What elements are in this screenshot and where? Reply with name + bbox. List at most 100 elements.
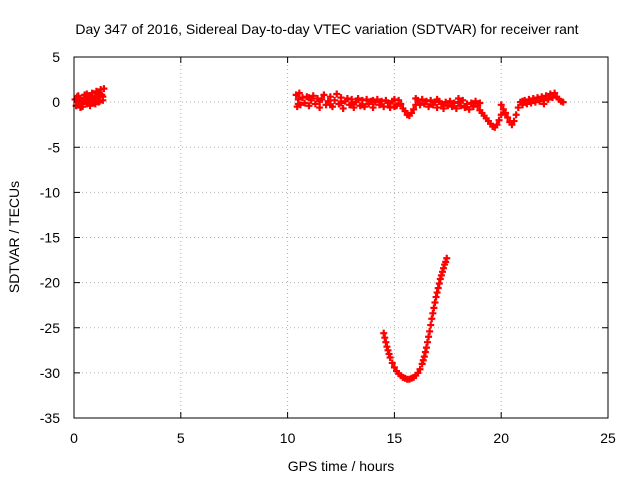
y-tick-label: -10	[40, 184, 60, 200]
data-point	[309, 92, 317, 100]
data-point	[350, 104, 358, 112]
data-point	[476, 99, 484, 107]
data-point	[316, 104, 324, 112]
data-point	[437, 100, 445, 108]
data-point	[348, 100, 356, 108]
data-point	[85, 92, 93, 100]
data-point	[542, 92, 550, 100]
data-point	[363, 95, 371, 103]
data-point	[416, 365, 424, 373]
data-point	[519, 97, 527, 105]
plot-frame	[73, 56, 609, 419]
data-point	[438, 268, 446, 276]
data-point	[384, 99, 392, 107]
data-point	[320, 91, 328, 99]
data-point	[559, 98, 567, 106]
data-point	[383, 343, 391, 351]
x-tick-label: 25	[600, 430, 616, 446]
data-point	[96, 97, 104, 105]
data-point	[100, 85, 108, 93]
data-point	[311, 100, 319, 108]
data-point	[430, 304, 438, 312]
data-point	[427, 321, 435, 329]
data-point	[446, 97, 454, 105]
data-point	[432, 293, 440, 301]
y-tick-label: -20	[40, 275, 60, 291]
data-point	[76, 104, 84, 112]
data-point	[333, 90, 341, 98]
data-point	[461, 104, 469, 112]
data-point	[493, 121, 501, 129]
x-axis-label: GPS time / hours	[288, 458, 395, 474]
data-point	[418, 95, 426, 103]
data-point	[381, 334, 389, 342]
x-tick-label: 15	[387, 430, 403, 446]
data-point	[508, 121, 516, 129]
data-point	[467, 99, 475, 107]
data-point	[501, 109, 509, 117]
data-point	[428, 315, 436, 323]
data-point	[369, 96, 377, 104]
x-tick-label: 20	[493, 430, 509, 446]
data-point	[452, 104, 460, 112]
y-tick-label: -25	[40, 320, 60, 336]
data-point	[305, 94, 313, 102]
data-point	[388, 359, 396, 367]
x-tick-label: 10	[280, 430, 296, 446]
y-tick-label: -15	[40, 230, 60, 246]
data-point	[512, 111, 520, 119]
data-point	[305, 102, 313, 110]
data-point	[465, 105, 473, 113]
data-point	[295, 89, 303, 97]
data-point	[434, 284, 442, 292]
data-point	[459, 96, 467, 104]
data-point	[352, 98, 360, 106]
data-point	[472, 97, 480, 105]
data-point	[326, 93, 334, 101]
data-point	[316, 97, 324, 105]
data-point	[544, 95, 552, 103]
x-tick-label: 5	[177, 430, 185, 446]
data-point	[427, 96, 435, 104]
y-tick-label: -35	[40, 410, 60, 426]
data-point	[358, 101, 366, 109]
data-point	[514, 104, 522, 112]
data-point	[99, 93, 107, 101]
data-point	[354, 95, 362, 103]
data-point	[433, 104, 441, 112]
data-point	[499, 105, 507, 113]
data-point	[337, 99, 345, 107]
data-points	[71, 85, 567, 383]
data-point	[510, 117, 518, 125]
data-point	[495, 116, 503, 124]
data-point	[436, 275, 444, 283]
data-point	[324, 97, 332, 105]
data-point	[412, 95, 420, 103]
data-point	[380, 103, 388, 111]
data-point	[74, 92, 82, 100]
data-point	[540, 100, 548, 108]
data-point	[93, 89, 101, 97]
y-axis-label: SDTVAR / TECUs	[6, 181, 22, 293]
data-point	[448, 103, 456, 111]
data-point	[419, 356, 427, 364]
data-point	[407, 109, 415, 117]
data-point	[497, 111, 505, 119]
chart-title: Day 347 of 2016, Sidereal Day-to-day VTE…	[75, 21, 578, 37]
data-point	[454, 95, 462, 103]
data-point	[424, 338, 432, 346]
data-point	[551, 89, 559, 97]
y-tick-label: 5	[52, 49, 60, 65]
x-tick-label: 0	[70, 430, 78, 446]
data-point	[410, 105, 418, 113]
data-point	[395, 96, 403, 104]
data-point	[339, 104, 347, 112]
y-tick-label: 0	[52, 94, 60, 110]
y-tick-label: -5	[48, 139, 61, 155]
data-point	[369, 104, 377, 112]
data-point	[79, 96, 87, 104]
grid	[74, 57, 608, 418]
data-point	[397, 100, 405, 108]
data-point	[301, 99, 309, 107]
